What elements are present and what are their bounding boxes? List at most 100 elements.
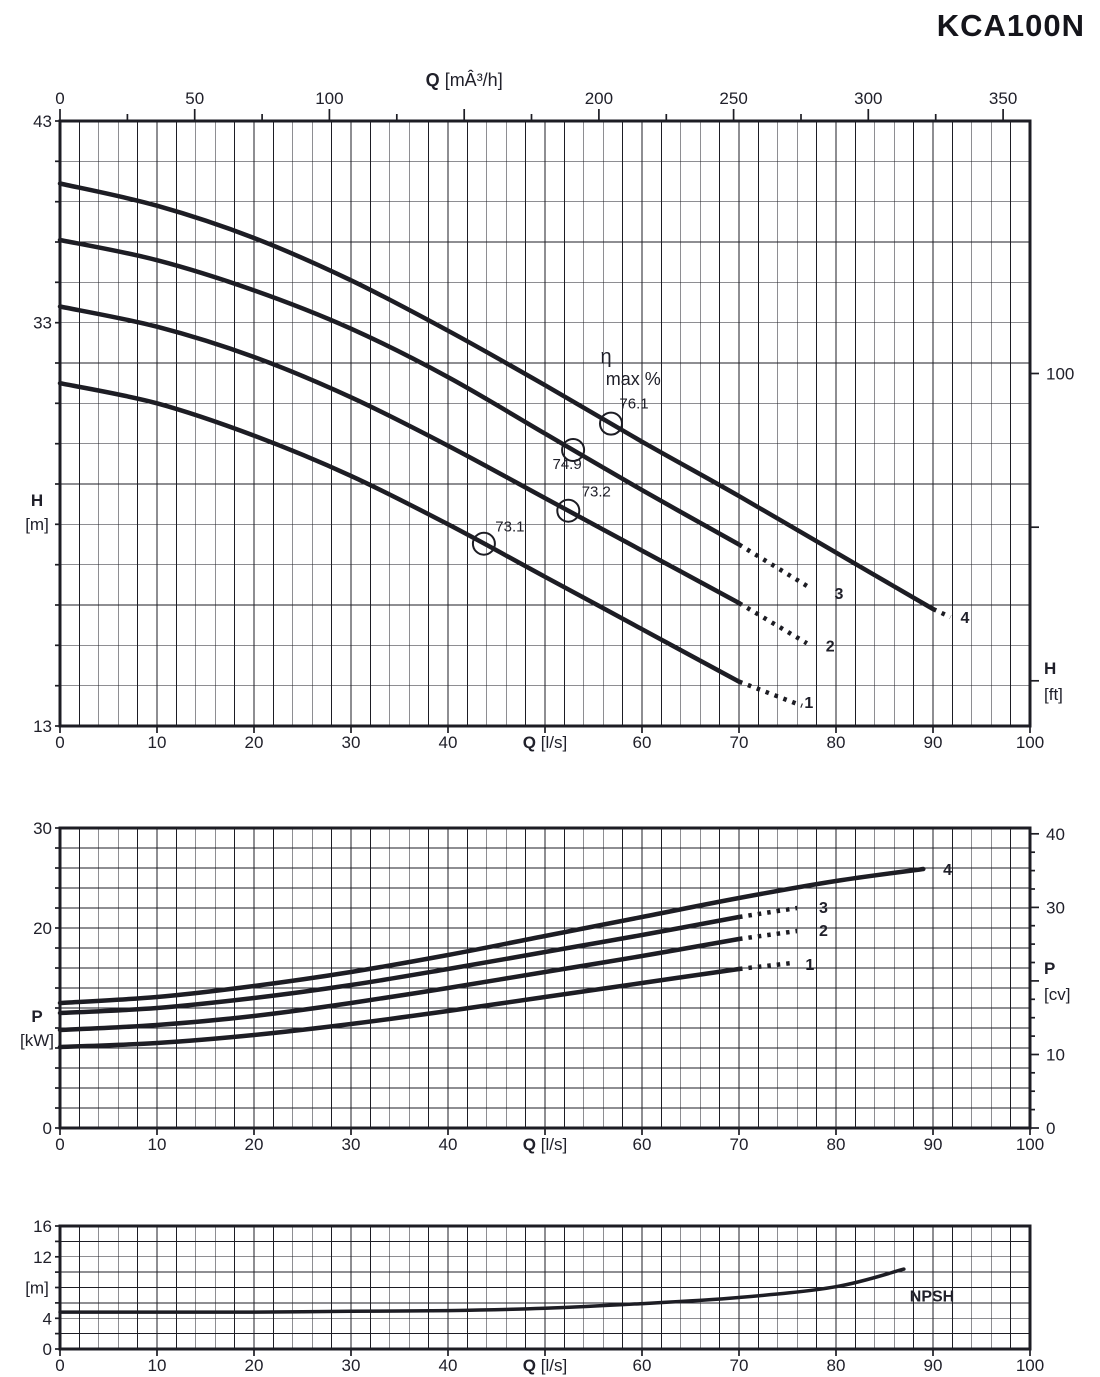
y2-tick-label: 30 (1046, 898, 1065, 917)
x-tick-label: 100 (1016, 1135, 1044, 1154)
x-tick-label: 10 (148, 1135, 167, 1154)
curve-label-1: 1 (805, 957, 814, 974)
x-axis-title: Q [l/s] (523, 733, 567, 752)
x-tick-label: 40 (439, 733, 458, 752)
y-tick-label: 43 (33, 112, 52, 131)
curve-label-3: 3 (834, 586, 843, 603)
power-curve-1 (57, 966, 742, 1050)
x-axis-title: Q [l/s] (523, 1356, 567, 1375)
eta-title: η (601, 346, 612, 368)
x-tick-label: 20 (245, 1135, 264, 1154)
x-tick-label: 70 (730, 1135, 749, 1154)
y2-axis-title: P (1044, 959, 1055, 978)
x2-tick-label: 100 (315, 89, 343, 108)
x-tick-label: 30 (342, 733, 361, 752)
power-curve-2-dotted-extension (738, 928, 798, 942)
x2-tick-label: 300 (854, 89, 882, 108)
y-tick-label: 0 (43, 1119, 52, 1138)
x-tick-label: 60 (633, 1135, 652, 1154)
x-tick-label: 40 (439, 1356, 458, 1375)
efficiency-label-76.1: 76.1 (619, 396, 648, 413)
y-axis-title-unit: [m] (25, 1279, 49, 1298)
head-axis-ticks (55, 109, 1039, 733)
x-tick-label: 30 (342, 1356, 361, 1375)
curve-label-4: 4 (943, 862, 952, 879)
efficiency-circle-76.1 (599, 411, 623, 436)
efficiency-circle-73.2 (556, 498, 581, 523)
power-curve-2 (57, 936, 742, 1033)
power-curve-3-dotted-extension (738, 905, 798, 920)
x-tick-label: 0 (55, 733, 64, 752)
head-flow-chart: 0 10 20 30 40 60 70 80 90 100 Q [l/s] 0 50 100 200 250 3… (25, 70, 1074, 752)
curve-label-4: 4 (961, 610, 970, 627)
x-tick-label: 0 (55, 1135, 64, 1154)
x-tick-label: 70 (730, 733, 749, 752)
y-axis-title-unit: [m] (25, 515, 49, 534)
x-tick-label: 60 (633, 1356, 652, 1375)
head-curve-3-dotted-extension (737, 542, 813, 591)
head-curve-1-dotted-extension (738, 679, 803, 708)
x-tick-label: 0 (55, 1356, 64, 1375)
y-axis-title-unit: [kW] (20, 1031, 54, 1050)
x-tick-label: 100 (1016, 733, 1044, 752)
x2-tick-label: 250 (719, 89, 747, 108)
x2-tick-label: 350 (989, 89, 1017, 108)
x-tick-label: 80 (827, 1356, 846, 1375)
head-grid (60, 121, 1030, 726)
x2-tick-label: 50 (185, 89, 204, 108)
x-axis-title: Q [l/s] (523, 1135, 567, 1154)
head-curve-4-dotted-extension (932, 606, 952, 620)
x-tick-label: 90 (924, 1356, 943, 1375)
y-tick-label: 30 (33, 819, 52, 838)
x2-axis-title: Q [mÂ³/h] (426, 70, 503, 90)
y2-tick-label: 40 (1046, 825, 1065, 844)
y-axis-title: P (31, 1007, 42, 1026)
efficiency-label-74.9: 74.9 (552, 456, 581, 473)
power-grid (60, 828, 1030, 1128)
x-tick-label: 90 (924, 733, 943, 752)
curve-label-1: 1 (804, 695, 813, 712)
curve-label-2: 2 (826, 638, 835, 655)
head-curve-2-dotted-extension (737, 601, 809, 646)
curve-label-3: 3 (819, 900, 828, 917)
x-tick-label: 90 (924, 1135, 943, 1154)
efficiency-circle-74.9 (561, 438, 586, 462)
power-axis-ticks (55, 827, 1039, 1135)
x-tick-label: 100 (1016, 1356, 1044, 1375)
head-curve-2 (57, 304, 742, 606)
x2-tick-label: 0 (55, 89, 64, 108)
curve-label-2: 2 (819, 923, 828, 940)
x-tick-label: 20 (245, 733, 264, 752)
y-tick-label: 4 (43, 1309, 52, 1328)
y2-tick-label: 10 (1046, 1046, 1065, 1065)
x-tick-label: 40 (439, 1135, 458, 1154)
power-curve-4 (57, 866, 926, 1006)
y2-axis-title: H (1044, 659, 1056, 678)
x-tick-label: 80 (827, 1135, 846, 1154)
head-curve-1 (57, 380, 742, 684)
y-tick-label: 33 (33, 314, 52, 333)
x-tick-label: 30 (342, 1135, 361, 1154)
npsh-curve-NPSH (58, 1267, 906, 1314)
y2-axis-title-unit: [cv] (1044, 985, 1070, 1004)
y2-tick-label: 0 (1046, 1119, 1055, 1138)
curve-label-NPSH: NPSH (910, 1288, 954, 1305)
power-curve-3 (57, 914, 742, 1016)
y-tick-label: 16 (33, 1217, 52, 1236)
pump-model-title: KCA100N (936, 8, 1085, 43)
head-curve-3 (57, 237, 742, 547)
x-tick-label: 20 (245, 1356, 264, 1375)
x-tick-label: 60 (633, 733, 652, 752)
y-tick-label: 0 (43, 1340, 52, 1359)
y-tick-label: 13 (33, 717, 52, 736)
npsh-grid (60, 1226, 1030, 1349)
x2-tick-label: 200 (585, 89, 613, 108)
x-tick-label: 10 (148, 1356, 167, 1375)
y-axis-title: H (31, 491, 43, 510)
efficiency-label-73.2: 73.2 (582, 484, 611, 501)
head-curve-4 (57, 181, 936, 612)
y2-axis-title-unit: [ft] (1044, 685, 1063, 704)
efficiency-circle-73.1 (471, 531, 496, 556)
